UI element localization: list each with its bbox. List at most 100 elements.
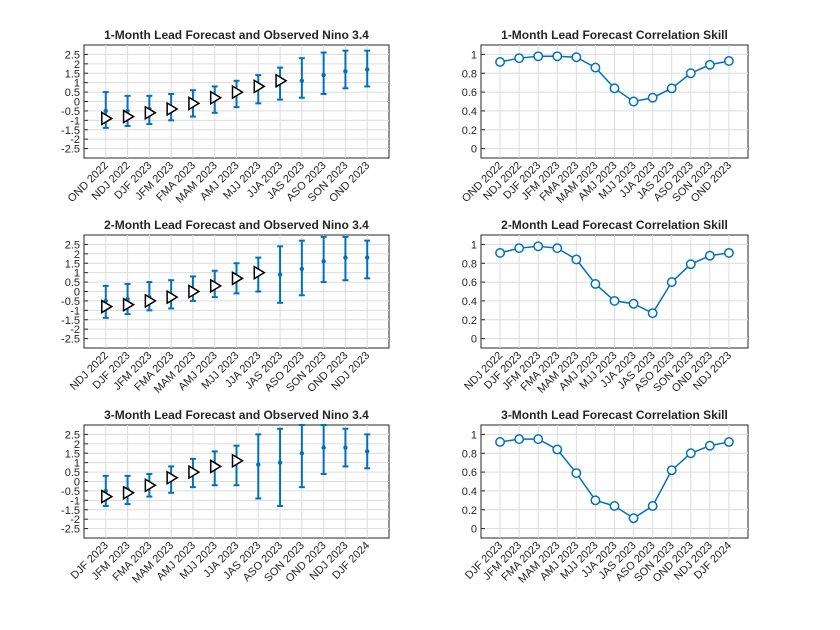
observed-marker [122,109,136,124]
y-tick-label: -2.5 [61,334,80,346]
observed-marker [122,485,136,501]
y-tick-label: 0.4 [462,296,477,308]
observed-marker [188,96,201,111]
skill-point [704,250,715,261]
observed-marker [101,489,114,504]
y-tick-label: 0.6 [462,87,477,99]
y-tick-label: 2 [74,439,80,451]
forecast-mean-point [299,78,305,83]
y-tick-label: 0.5 [65,87,80,99]
y-tick-label: 0.8 [462,448,477,460]
y-tick-label: 0.5 [65,467,80,479]
observed-marker [209,459,223,474]
skill-point [647,308,658,319]
skill-point [533,434,544,445]
y-tick-label: 0 [74,97,80,109]
observed-marker [166,470,179,486]
chart-title: 2-Month Lead Forecast and Observed Nino … [104,218,369,232]
forecast-mean-point [299,451,305,456]
skill-point [495,57,506,67]
skill-point [609,83,620,94]
skill-point [514,53,525,64]
observed-marker [188,464,201,480]
y-tick-label: 0.8 [462,68,477,80]
skill-point [628,298,639,309]
y-tick-label: 0 [471,524,477,536]
y-tick-label: -0.5 [61,486,80,498]
chart-title: 3-Month Lead Forecast Correlation Skill [501,408,728,422]
skill-point [590,495,601,506]
forecast-mean-point [365,255,370,260]
observed-marker [166,101,179,117]
skill-point [552,51,563,62]
skill-point [590,279,601,289]
observed-marker [209,90,223,106]
observed-marker [275,73,288,89]
skill-point [571,52,582,63]
y-tick-label: 1 [74,78,80,90]
y-tick-label: 1 [74,458,80,470]
y-tick-label: 2.5 [65,239,80,251]
forecast-mean-point [343,445,348,450]
skill-point [533,241,544,252]
y-tick-label: 2 [74,59,80,71]
forecast-mean-point [343,69,348,74]
observed-marker [188,284,201,299]
skill-point [495,247,506,258]
y-tick-label: 0.6 [462,277,477,289]
skill-point [723,247,734,258]
y-tick-label: 0.8 [462,258,477,270]
y-tick-label: 1.5 [65,68,80,80]
y-tick-label: -0.5 [61,296,80,308]
skill-point [723,437,734,447]
y-tick-label: 1 [471,429,477,441]
y-tick-label: -1.5 [61,315,80,327]
y-tick-label: 0.4 [462,106,477,118]
chart-title: 2-Month Lead Forecast Correlation Skill [501,218,728,232]
skill-point [685,259,696,270]
observed-marker [166,289,179,305]
y-tick-label: 0 [74,287,80,299]
y-tick-label: 2 [74,249,80,261]
observed-marker [231,270,244,286]
y-tick-label: -0.5 [61,106,80,118]
observed-marker [253,265,266,280]
observed-marker [144,105,157,121]
skill-point [552,444,563,455]
skill-point [571,468,582,478]
skill-point [514,243,525,254]
skill-point [666,277,677,288]
skill-point [666,83,677,94]
observed-marker [101,299,114,314]
y-tick-label: 2.5 [65,429,80,441]
y-tick-label: 1.5 [65,258,80,270]
y-tick-label: 0 [471,334,477,346]
skill-point [495,437,506,447]
y-tick-label: -2 [70,324,80,336]
y-tick-label: 1.5 [65,448,80,460]
chart-title: 3-Month Lead Forecast and Observed Nino … [104,408,369,422]
skill-point [552,243,563,254]
skill-point [704,440,715,451]
observed-marker [122,297,136,313]
y-tick-label: -2.5 [61,524,80,536]
skill-point [666,465,677,476]
forecast-mean-point [299,266,305,272]
y-tick-label: 0.4 [462,486,477,498]
y-tick-label: -1 [70,495,80,507]
skill-point [514,434,525,445]
forecast-mean-point [277,272,283,277]
observed-marker [231,453,244,469]
y-tick-label: -1.5 [61,125,80,137]
forecast-mean-point [365,449,370,454]
forecast-mean-point [277,460,283,465]
y-tick-label: 0.2 [462,505,477,517]
y-tick-label: 1 [74,268,80,280]
skill-point [647,92,658,103]
skill-point [685,68,696,79]
